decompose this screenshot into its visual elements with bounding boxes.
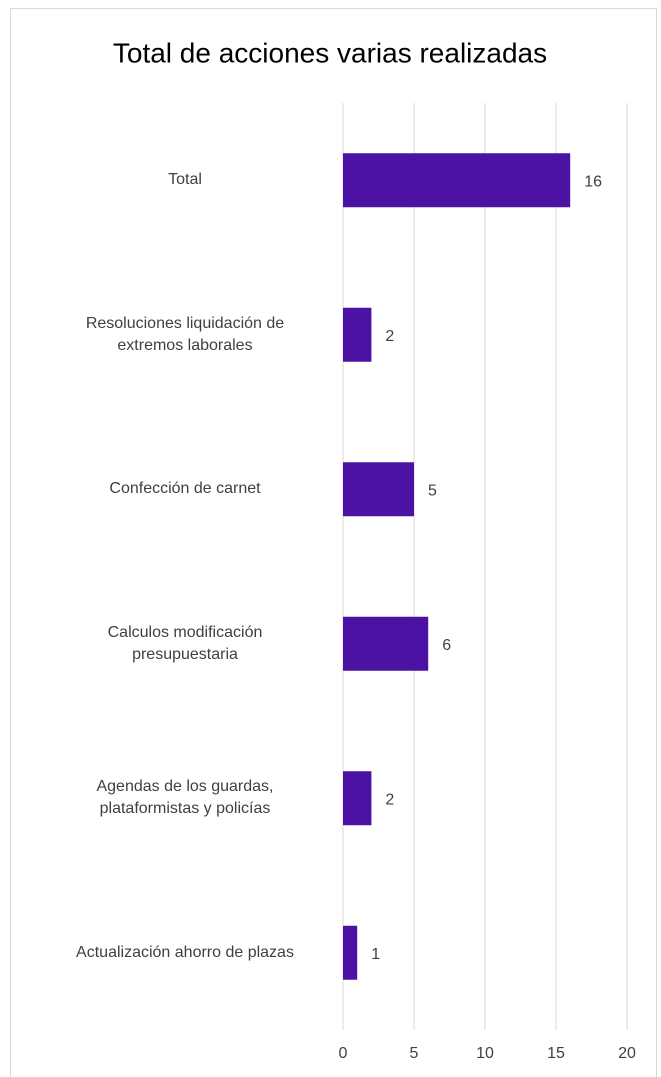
y-tick-label: Agendas de los guardas, plataformistas y…: [96, 778, 274, 818]
chart-title: Total de acciones varias realizadas: [113, 37, 547, 68]
data-label: 2: [385, 328, 394, 345]
data-label: 16: [584, 173, 602, 190]
bar: [343, 307, 372, 362]
bar: [343, 153, 571, 208]
y-tick-label: Confección de carnet: [109, 480, 261, 498]
x-tick-label: 20: [618, 1045, 636, 1062]
bar: [343, 616, 429, 671]
bar: [343, 925, 358, 980]
x-tick-label: 0: [339, 1045, 348, 1062]
x-tick-label: 10: [476, 1045, 494, 1062]
data-label: 2: [385, 791, 394, 808]
y-tick-label: Calculos modificación presupuestaria: [107, 623, 263, 663]
y-tick-label: Actualización ahorro de plazas: [76, 943, 294, 961]
bar: [343, 771, 372, 826]
x-tick-label: 5: [410, 1045, 419, 1062]
data-label: 1: [371, 946, 380, 963]
data-label: 5: [428, 482, 437, 499]
data-label: 6: [442, 637, 451, 654]
bar: [343, 462, 414, 517]
x-tick-label: 15: [547, 1045, 565, 1062]
y-tick-label: Resoluciones liquidación de extremos lab…: [85, 314, 285, 354]
y-tick-label: Total: [168, 171, 202, 189]
